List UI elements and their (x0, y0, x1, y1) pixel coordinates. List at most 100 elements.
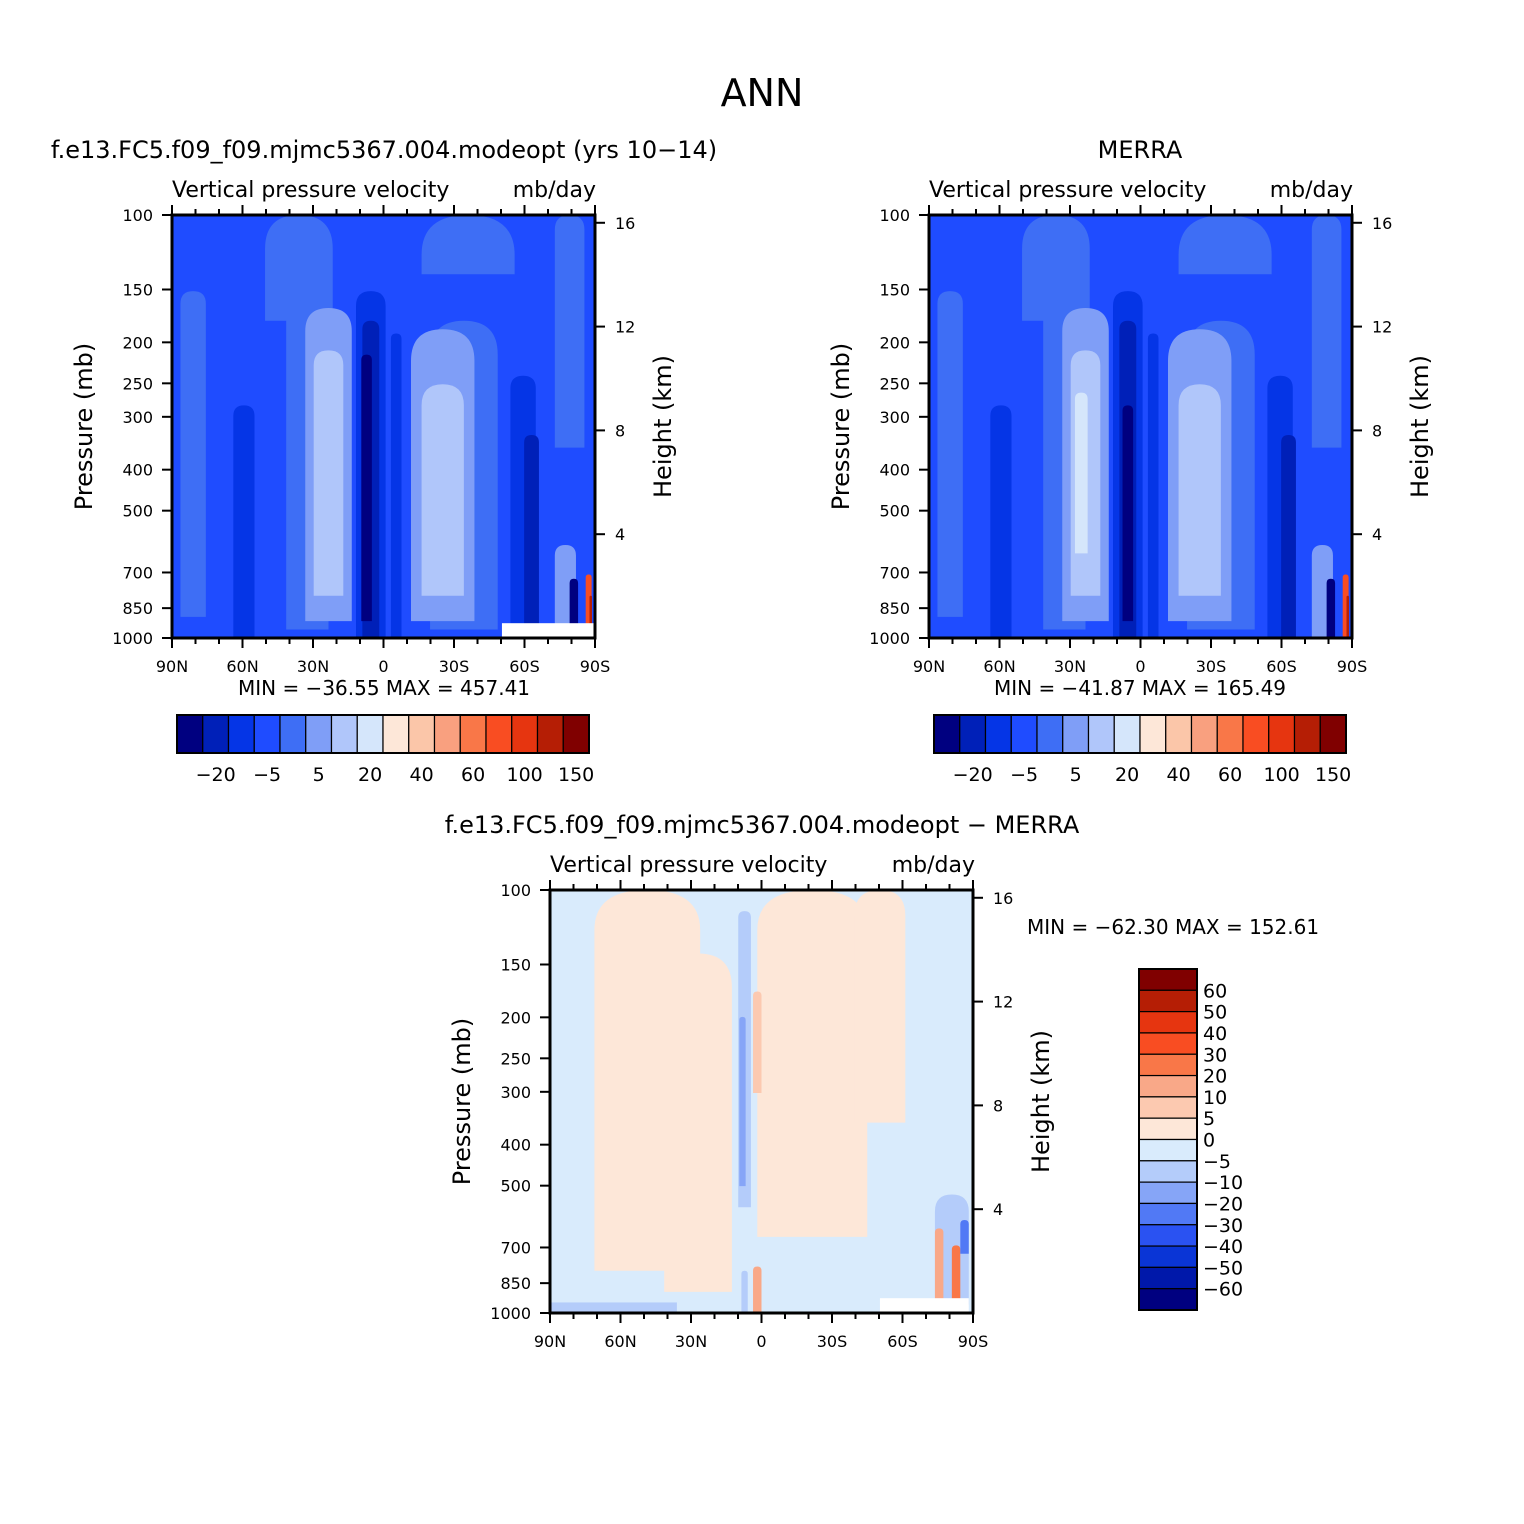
obs-x-tick-label: 30N (1054, 657, 1086, 676)
panel-model-title: f.e13.FC5.f09_f09.mjmc5367.004.modeopt (… (51, 136, 717, 164)
diff-y2-tick-label: 12 (993, 993, 1013, 1012)
diff-x-tick-label: 90S (958, 1332, 989, 1351)
diff-colorbar-label: −40 (1203, 1236, 1243, 1258)
diff-colorbar-swatch (1138, 1288, 1198, 1311)
page-title: ANN (721, 71, 804, 115)
panel-obs-axes: 90N 60N 30N 0 30S 60S 90S 100 150 200 250 300 400 500… (827, 205, 1434, 676)
model-colorbar-swatch (330, 714, 358, 754)
diff-colorbar-swatch (1138, 1160, 1198, 1183)
obs-contour-band (1346, 595, 1350, 638)
diff-y-tick-label: 100 (500, 881, 531, 900)
diff-x-tick-label: 60S (887, 1332, 918, 1351)
diff-contour-band (934, 1228, 944, 1305)
panel-obs-title: MERRA (1098, 136, 1183, 164)
model-contour-band (233, 405, 255, 638)
obs-colorbar-label: −20 (953, 764, 993, 786)
diff-contour-band (753, 991, 762, 1094)
panel-model-var-label: Vertical pressure velocity (172, 178, 449, 203)
panel-model: f.e13.FC5.f09_f09.mjmc5367.004.modeopt (… (51, 136, 717, 786)
model-y2-tick-label: 4 (615, 525, 625, 544)
obs-y2-tick-label: 16 (1372, 214, 1392, 233)
diff-y-tick-label: 250 (500, 1049, 531, 1068)
model-contour-band (180, 291, 206, 617)
obs-colorbar-swatch (1139, 714, 1167, 754)
obs-colorbar-swatch (1268, 714, 1296, 754)
obs-contour-band (1122, 405, 1134, 622)
obs-contour-band (1326, 578, 1336, 638)
obs-colorbar-swatch (1319, 714, 1347, 754)
panel-diff-title: f.e13.FC5.f09_f09.mjmc5367.004.modeopt −… (445, 811, 1080, 839)
diff-colorbar-label: 30 (1203, 1044, 1227, 1066)
panel-diff-stats: MIN = −62.30 MAX = 152.61 (1027, 915, 1319, 939)
diff-colorbar-label: 60 (1203, 980, 1227, 1002)
diff-colorbar-swatch (1138, 1032, 1198, 1055)
obs-y2-tick-label: 4 (1372, 525, 1382, 544)
obs-y-tick-label: 150 (879, 280, 910, 299)
diff-colorbar-label: −30 (1203, 1215, 1243, 1237)
model-contour-band (554, 215, 585, 448)
panel-model-field (172, 215, 595, 638)
obs-y-tick-label: 250 (879, 374, 910, 393)
diff-contour-band (741, 1270, 748, 1313)
diff-colorbar-label: 20 (1203, 1066, 1227, 1088)
panel-diff: f.e13.FC5.f09_f09.mjmc5367.004.modeopt −… (445, 811, 1319, 1351)
model-y-tick-label: 300 (122, 408, 153, 427)
diff-y2-tick-label: 4 (993, 1200, 1003, 1219)
model-colorbar-swatch (408, 714, 436, 754)
model-contour-band (421, 384, 464, 596)
model-colorbar-swatch (279, 714, 307, 754)
model-colorbar-swatch (511, 714, 539, 754)
obs-colorbar-swatch (1165, 714, 1193, 754)
diff-x-tick-label: 90N (534, 1332, 566, 1351)
obs-x-tick-label: 90S (1337, 657, 1368, 676)
diff-y2-tick-label: 16 (993, 889, 1013, 908)
diff-colorbar-label: −60 (1203, 1279, 1243, 1301)
obs-contour-band (1281, 434, 1296, 638)
model-x-tick-label: 30S (439, 657, 470, 676)
model-colorbar-border (176, 714, 590, 754)
model-missing-data-mask (501, 623, 595, 638)
diff-x-tick-label: 60N (604, 1332, 636, 1351)
diff-colorbar-label: 50 (1203, 1002, 1227, 1024)
obs-ylabel: Pressure (mb) (827, 343, 855, 510)
obs-colorbar-label: 150 (1315, 764, 1351, 786)
diff-y-tick-label: 1000 (490, 1304, 531, 1323)
model-contour-band (313, 350, 344, 596)
diff-y-tick-label: 300 (500, 1083, 531, 1102)
panel-diff-field (550, 890, 973, 1313)
diff-contour-band (664, 953, 732, 1292)
model-contour-band (390, 333, 402, 638)
diff-colorbar-swatch (1138, 1138, 1198, 1162)
model-colorbar-label: 5 (313, 764, 325, 786)
obs-y2-tick-label: 12 (1372, 318, 1392, 337)
obs-y-tick-label: 400 (879, 461, 910, 480)
model-colorbar-swatch (459, 714, 487, 754)
diff-colorbar-swatch (1138, 1224, 1198, 1247)
model-x-tick-label: 0 (378, 657, 388, 676)
model-colorbar-swatch (562, 714, 590, 754)
obs-colorbar-swatch (1216, 714, 1244, 754)
model-y-tick-label: 500 (122, 502, 153, 521)
model-y-tick-label: 700 (122, 563, 153, 582)
obs-y-tick-label: 200 (879, 333, 910, 352)
panel-diff-axes: 90N 60N 30N 0 30S 60S 90S 100 150 200 250 300 400 500… (448, 880, 1055, 1351)
model-y2label: Height (km) (649, 355, 677, 498)
diff-contour-band (757, 890, 868, 1237)
model-y-tick-label: 150 (122, 280, 153, 299)
model-colorbar-label: 40 (410, 764, 434, 786)
model-colorbar-swatch (356, 714, 384, 754)
panel-model-units-label: mb/day (513, 178, 596, 203)
obs-x-tick-label: 60N (983, 657, 1015, 676)
model-y-tick-label: 100 (122, 206, 153, 225)
model-colorbar-label: 60 (461, 764, 485, 786)
obs-colorbar-border (933, 714, 1347, 754)
diff-colorbar-label: 40 (1203, 1023, 1227, 1045)
obs-x-tick-label: 90N (913, 657, 945, 676)
diff-colorbar-swatch (1138, 1096, 1198, 1119)
obs-y2-tick-label: 8 (1372, 421, 1382, 440)
obs-colorbar-swatch (1087, 714, 1115, 754)
diff-x-tick-label: 30S (817, 1332, 848, 1351)
obs-colorbar-label: 20 (1115, 764, 1139, 786)
